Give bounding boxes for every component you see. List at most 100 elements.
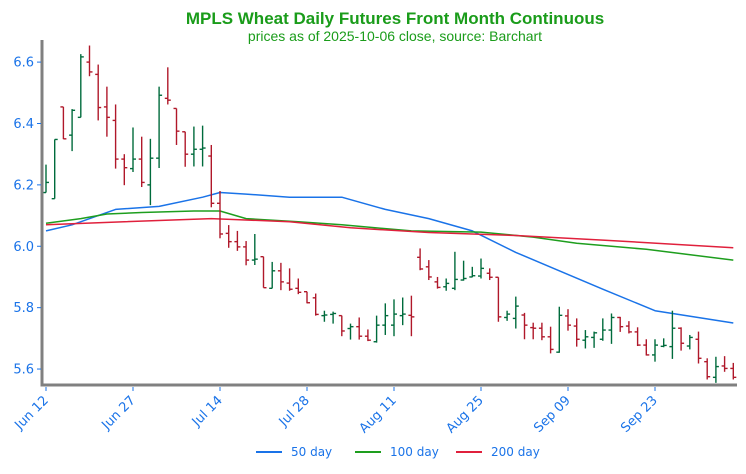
ohlc-bar xyxy=(51,138,58,200)
ohlc-bar xyxy=(199,125,206,167)
ohlc-bar xyxy=(112,104,119,169)
ohlc-bar xyxy=(60,106,67,140)
y-tick-label: 6.4 xyxy=(13,117,34,132)
ohlc-bar xyxy=(382,303,389,335)
ohlc-bar xyxy=(69,109,76,152)
ohlc-bar xyxy=(608,313,615,344)
axes: 5.6 5.8 6.0 6.2 6.4 6.6 Jun 12 Jun 27 Jul 14 Jul … xyxy=(12,40,737,436)
ohlc-bar xyxy=(495,276,502,322)
ma-line-200-day xyxy=(45,217,734,249)
ohlc-bar xyxy=(408,295,415,337)
ohlc-bar xyxy=(391,299,397,337)
ohlc-bar xyxy=(225,225,232,248)
ohlc-bar xyxy=(469,266,476,278)
ohlc-bar xyxy=(451,251,458,291)
ohlc-bar xyxy=(312,293,319,316)
legend-label: 50 day xyxy=(291,445,332,459)
ohlc-bar xyxy=(399,297,406,326)
chart-title: MPLS Wheat Daily Futures Front Month Con… xyxy=(186,9,604,28)
ohlc-bar xyxy=(130,127,136,172)
ohlc-bar xyxy=(460,260,467,281)
x-tick-label: Jun 12 xyxy=(12,393,52,433)
ohlc-bar xyxy=(147,138,154,206)
ohlc-bar xyxy=(243,241,250,266)
ohlc-bar xyxy=(434,276,441,289)
ohlc-bar xyxy=(486,268,493,281)
ohlc-bar xyxy=(156,86,163,168)
ohlc-bar xyxy=(277,262,284,291)
ma-line-50-day xyxy=(45,191,734,324)
x-tick-label: Aug 25 xyxy=(444,393,487,436)
ohlc-bar xyxy=(660,338,667,348)
ohlc-bar xyxy=(634,327,641,347)
moving-average-lines xyxy=(45,191,734,324)
ohlc-bar xyxy=(547,326,554,354)
ohlc-bar xyxy=(443,278,450,291)
ohlc-bar xyxy=(730,362,737,380)
ohlc-bar xyxy=(686,334,693,350)
ohlc-bar xyxy=(669,310,676,359)
ohlc-bar xyxy=(286,268,293,291)
ohlc-bar xyxy=(599,318,606,341)
x-tick-label: Jul 14 xyxy=(189,393,226,430)
ohlc-bar xyxy=(712,356,719,383)
ohlc-bar xyxy=(556,306,563,353)
ohlc-bar xyxy=(530,322,537,340)
ohlc-bar xyxy=(625,321,632,334)
ohlc-bar xyxy=(643,339,650,356)
ohlc-bar xyxy=(478,258,484,279)
ohlc-bar xyxy=(164,67,171,105)
ohlc-bar xyxy=(321,310,328,322)
ohlc-bar xyxy=(217,191,223,239)
ohlc-bar xyxy=(678,327,685,351)
ohlc-bar xyxy=(652,339,658,362)
y-tick-label: 6.2 xyxy=(13,178,34,193)
ohlc-bar xyxy=(373,315,380,343)
ohlc-bar xyxy=(330,311,337,324)
ohlc-bar xyxy=(103,86,110,137)
ohlc-bar xyxy=(347,323,354,340)
ohlc-bar xyxy=(234,230,241,251)
legend: 50 day 100 day 200 day xyxy=(256,445,540,459)
ohlc-bar xyxy=(138,136,145,188)
x-tick-label: Sep 09 xyxy=(531,393,574,436)
ohlc-bar xyxy=(95,64,102,121)
ohlc-bar xyxy=(565,309,571,331)
ohlc-bar xyxy=(208,144,215,208)
legend-label: 200 day xyxy=(491,445,540,459)
ohlc-bar xyxy=(704,358,711,380)
x-tick-label: Sep 23 xyxy=(618,393,661,436)
legend-label: 100 day xyxy=(390,445,439,459)
ohlc-bar xyxy=(121,154,128,186)
ohlc-bar xyxy=(512,296,519,329)
ma-line-100-day xyxy=(45,210,734,261)
ohlc-bar xyxy=(573,318,580,347)
ohlc-bar xyxy=(338,314,345,337)
y-tick-label: 5.8 xyxy=(13,301,34,316)
y-tick-label: 6.0 xyxy=(13,240,34,255)
ohlc-bar xyxy=(190,126,197,167)
x-tick-label: Jun 27 xyxy=(99,393,139,433)
ohlc-bar xyxy=(173,107,180,145)
ohlc-bar xyxy=(295,278,302,295)
ohlc-bar xyxy=(417,248,424,271)
x-tick-label: Aug 11 xyxy=(357,393,400,436)
ohlc-bar xyxy=(182,131,189,167)
ohlc-bar xyxy=(695,331,702,364)
ohlc-bar xyxy=(269,261,276,290)
y-tick-label: 6.6 xyxy=(13,56,34,71)
ohlc-bars xyxy=(43,45,737,383)
ohlc-bar xyxy=(364,329,371,342)
ohlc-bar xyxy=(425,260,432,281)
y-tick-label: 5.6 xyxy=(13,363,34,378)
ohlc-bar xyxy=(617,316,624,332)
chart-subtitle: prices as of 2025-10-06 close, source: B… xyxy=(248,28,542,44)
ohlc-bar xyxy=(304,290,310,304)
ohlc-bar xyxy=(582,330,589,349)
ohlc-bar xyxy=(721,356,728,372)
ohlc-bar xyxy=(251,233,258,265)
ohlc-bar xyxy=(260,255,267,289)
ohlc-bar xyxy=(356,317,363,340)
ohlc-bar xyxy=(43,164,49,194)
